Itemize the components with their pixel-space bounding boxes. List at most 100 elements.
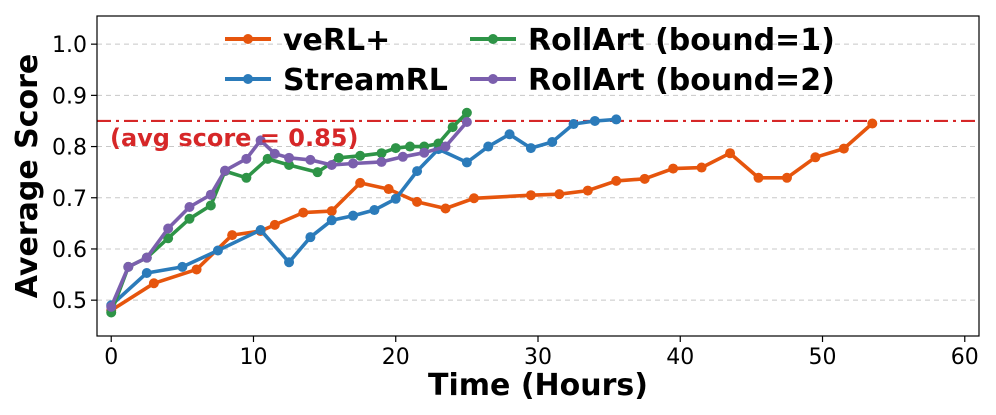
data-point xyxy=(312,167,323,178)
data-point xyxy=(725,148,736,159)
data-point xyxy=(525,143,536,154)
legend-item: RollArt (bound=2) xyxy=(470,63,835,98)
data-point xyxy=(568,119,579,130)
data-point xyxy=(106,301,117,312)
data-point xyxy=(504,129,515,140)
data-point xyxy=(305,232,316,243)
data-point xyxy=(305,154,316,165)
data-point xyxy=(220,165,231,176)
data-point xyxy=(326,206,337,217)
data-point xyxy=(696,162,707,173)
data-point xyxy=(262,153,273,164)
data-point xyxy=(838,143,849,154)
legend-label: veRL+ xyxy=(283,23,390,58)
x-axis-label: Time (Hours) xyxy=(428,368,648,403)
legend-item: veRL+ xyxy=(225,23,390,58)
legend-label: RollArt (bound=1) xyxy=(528,23,835,58)
x-tick-label: 50 xyxy=(809,345,837,370)
y-tick-label: 0.9 xyxy=(52,84,87,109)
x-tick-label: 60 xyxy=(951,345,979,370)
data-point xyxy=(348,158,359,169)
legend-label: RollArt (bound=2) xyxy=(528,63,835,98)
legend-item: StreamRL xyxy=(225,63,448,98)
data-point xyxy=(163,233,174,244)
x-tick-label: 40 xyxy=(666,345,694,370)
data-point xyxy=(867,118,878,129)
y-tick-label: 0.8 xyxy=(52,136,87,161)
series-layer xyxy=(106,107,878,318)
x-axis-ticks: 0 10 20 30 40 50 60 xyxy=(104,336,979,370)
y-tick-label: 0.7 xyxy=(52,187,87,212)
data-point xyxy=(326,159,337,170)
data-point xyxy=(284,152,295,163)
data-point xyxy=(810,152,821,163)
data-point xyxy=(205,200,216,211)
reference-annotation: (avg score = 0.85) xyxy=(110,124,358,152)
data-point xyxy=(184,213,195,224)
data-point xyxy=(753,172,764,183)
y-tick-label: 0.6 xyxy=(52,238,87,263)
data-point xyxy=(390,193,401,204)
data-point xyxy=(227,230,238,241)
data-point xyxy=(141,252,152,263)
data-point xyxy=(269,219,280,230)
data-point xyxy=(668,163,679,174)
data-point xyxy=(412,166,423,177)
data-point xyxy=(163,223,174,234)
data-point xyxy=(781,172,792,183)
data-point xyxy=(255,135,266,146)
data-point xyxy=(269,148,280,159)
data-point xyxy=(468,193,479,204)
data-point xyxy=(284,257,295,268)
data-point xyxy=(376,148,387,159)
data-point xyxy=(369,205,380,216)
data-point xyxy=(483,141,494,152)
legend-item: RollArt (bound=1) xyxy=(470,23,835,58)
legend: veRL+ StreamRL RollArt (bound=1) RollArt (b… xyxy=(225,23,835,98)
data-point xyxy=(333,152,344,163)
data-point xyxy=(255,225,266,236)
data-point xyxy=(611,175,622,186)
legend-label: StreamRL xyxy=(283,63,448,98)
data-point xyxy=(390,143,401,154)
data-point xyxy=(589,115,600,126)
data-point xyxy=(177,261,188,272)
data-point xyxy=(639,173,650,184)
data-point xyxy=(611,114,622,125)
legend-swatch-marker xyxy=(488,34,498,44)
data-point xyxy=(212,245,223,256)
data-point xyxy=(298,207,309,218)
x-tick-label: 0 xyxy=(104,345,118,370)
y-axis-label: Average Score xyxy=(10,54,45,299)
data-point xyxy=(440,203,451,214)
legend-swatch-marker xyxy=(243,74,253,84)
data-point xyxy=(184,201,195,212)
data-point xyxy=(355,150,366,161)
data-point xyxy=(191,264,202,275)
legend-swatch-marker xyxy=(243,34,253,44)
data-point xyxy=(461,157,472,168)
x-tick-label: 20 xyxy=(382,345,410,370)
series-2 xyxy=(106,107,472,318)
data-point xyxy=(355,177,366,188)
data-point xyxy=(326,215,337,226)
data-point xyxy=(376,156,387,167)
legend-swatch-marker xyxy=(488,74,498,84)
data-point xyxy=(447,122,458,133)
data-point xyxy=(241,153,252,164)
data-point xyxy=(241,172,252,183)
x-tick-label: 30 xyxy=(524,345,552,370)
series-3 xyxy=(106,116,472,312)
data-point xyxy=(348,210,359,221)
data-point xyxy=(461,107,472,118)
data-point xyxy=(547,136,558,147)
x-tick-label: 10 xyxy=(239,345,267,370)
data-point xyxy=(554,189,565,200)
data-point xyxy=(525,190,536,201)
y-axis-ticks: 0.5 0.6 0.7 0.8 0.9 1.0 xyxy=(52,33,97,314)
data-point xyxy=(141,268,152,279)
data-point xyxy=(205,189,216,200)
y-tick-label: 1.0 xyxy=(52,33,87,58)
data-point xyxy=(404,141,415,152)
